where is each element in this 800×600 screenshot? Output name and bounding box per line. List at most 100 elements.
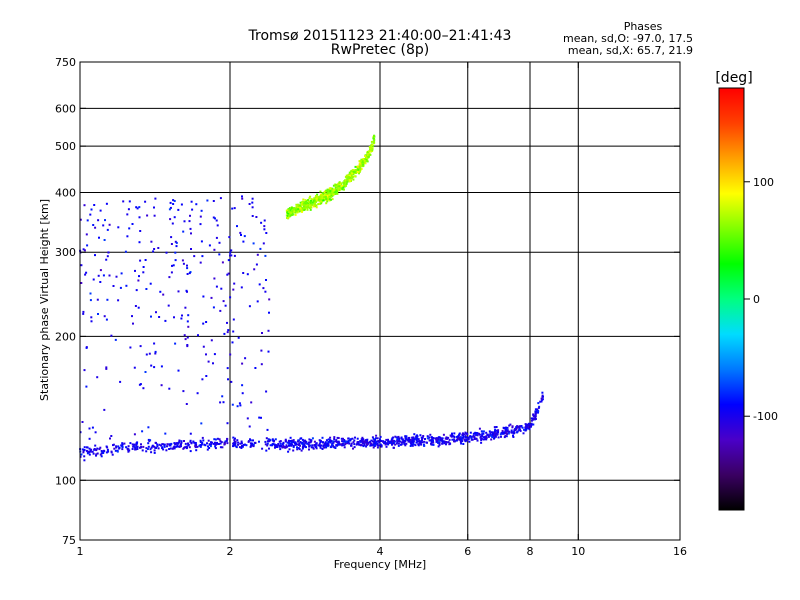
- o-mode-echo-point: [395, 436, 398, 439]
- o-mode-echo-point: [437, 441, 439, 444]
- o-mode-echo-point: [329, 436, 332, 439]
- o-mode-echo-point: [396, 439, 399, 442]
- o-mode-echo-point: [105, 258, 108, 261]
- x-mode-echo-point: [313, 203, 316, 206]
- o-mode-echo-point: [342, 440, 345, 443]
- o-mode-echo-point: [497, 429, 500, 432]
- x-mode-echo-point: [366, 154, 369, 157]
- x-mode-echo-point: [331, 188, 334, 191]
- colorbar-tick-label: 100: [753, 176, 774, 189]
- o-mode-echo-point: [376, 446, 379, 449]
- o-mode-echo-point: [305, 440, 307, 443]
- o-mode-echo-point: [98, 236, 100, 239]
- o-mode-echo-point: [99, 446, 102, 449]
- o-mode-echo-point: [357, 442, 360, 445]
- o-mode-echo-point: [353, 443, 356, 446]
- o-mode-echo-point: [106, 448, 109, 451]
- o-mode-echo-point: [537, 406, 540, 409]
- o-mode-echo-point: [503, 431, 506, 434]
- o-mode-echo-point: [341, 440, 344, 443]
- x-mode-echo-point: [360, 168, 363, 170]
- o-mode-echo-point: [438, 443, 441, 446]
- o-mode-echo-point: [457, 435, 460, 438]
- o-mode-echo-point: [106, 228, 109, 231]
- o-mode-echo-point: [254, 367, 257, 369]
- o-mode-echo-point: [117, 299, 120, 302]
- o-mode-echo-point: [187, 325, 190, 328]
- o-mode-echo-point: [515, 426, 518, 429]
- x-mode-echo-point: [310, 206, 313, 209]
- o-mode-echo-point: [105, 366, 108, 369]
- o-mode-echo-point: [355, 443, 358, 446]
- o-mode-echo-point: [397, 442, 400, 445]
- o-mode-echo-point: [482, 432, 485, 435]
- o-mode-echo-point: [162, 293, 165, 296]
- o-mode-echo-point: [324, 441, 327, 444]
- o-mode-echo-point: [106, 255, 109, 258]
- o-mode-echo-point: [109, 437, 111, 440]
- o-mode-echo-point: [287, 440, 290, 443]
- o-mode-echo-point: [236, 439, 239, 442]
- o-mode-echo-point: [145, 353, 148, 356]
- x-mode-echo-point: [364, 162, 367, 165]
- o-mode-echo-point: [144, 259, 147, 261]
- o-mode-echo-point: [135, 206, 138, 209]
- o-mode-echo-point: [135, 289, 138, 292]
- o-mode-echo-point: [516, 431, 519, 434]
- o-mode-echo-point: [311, 444, 314, 447]
- o-mode-echo-point: [228, 236, 231, 239]
- o-mode-echo-point: [532, 423, 535, 426]
- x-mode-echo-point: [330, 198, 332, 201]
- o-mode-echo-point: [127, 450, 130, 453]
- o-mode-echo-point: [145, 288, 148, 290]
- o-mode-echo-point: [82, 312, 85, 315]
- x-mode-echo-point: [320, 198, 323, 201]
- o-mode-echo-point: [279, 448, 282, 451]
- o-mode-echo-point: [525, 428, 527, 431]
- y-tick-label: 300: [55, 246, 76, 259]
- o-mode-echo-point: [335, 439, 338, 442]
- o-mode-echo-point: [474, 437, 477, 440]
- o-mode-echo-point: [128, 449, 131, 452]
- o-mode-echo-point: [340, 443, 343, 446]
- o-mode-echo-point: [240, 442, 243, 445]
- o-mode-echo-point: [157, 247, 160, 249]
- o-mode-echo-point: [506, 429, 509, 432]
- o-mode-echo-point: [220, 287, 223, 290]
- o-mode-echo-point: [252, 439, 254, 442]
- o-mode-echo-point: [251, 442, 253, 445]
- o-mode-echo-point: [336, 436, 339, 439]
- y-tick-label: 750: [55, 56, 76, 69]
- o-mode-echo-point: [154, 441, 157, 444]
- o-mode-echo-point: [86, 452, 89, 455]
- o-mode-echo-point: [85, 446, 88, 449]
- o-mode-echo-point: [412, 443, 415, 446]
- o-mode-echo-point: [194, 445, 197, 448]
- o-mode-echo-point: [464, 440, 467, 443]
- o-mode-echo-point: [168, 448, 171, 450]
- o-mode-echo-point: [428, 439, 431, 442]
- x-mode-echo-point: [290, 208, 293, 211]
- o-mode-echo-point: [188, 446, 191, 449]
- o-mode-echo-point: [246, 273, 249, 276]
- o-mode-echo-point: [459, 440, 462, 443]
- o-mode-echo-point: [177, 290, 180, 293]
- o-mode-echo-point: [92, 278, 95, 281]
- o-mode-echo-point: [174, 259, 177, 262]
- o-mode-echo-point: [165, 251, 168, 254]
- o-mode-echo-point: [258, 283, 261, 286]
- o-mode-echo-point: [289, 436, 292, 439]
- x-mode-echo-point: [295, 209, 298, 212]
- o-mode-echo-point: [421, 439, 423, 442]
- x-mode-echo-point: [318, 200, 321, 203]
- o-mode-echo-point: [142, 266, 145, 268]
- o-mode-echo-point: [195, 449, 198, 452]
- x-mode-echo-point: [371, 147, 374, 150]
- x-mode-echo-point: [319, 200, 322, 203]
- o-mode-echo-point: [467, 438, 470, 440]
- o-mode-echo-point: [522, 432, 525, 435]
- o-mode-echo-point: [415, 435, 418, 438]
- o-mode-echo-point: [326, 444, 329, 447]
- o-mode-echo-point: [157, 447, 160, 450]
